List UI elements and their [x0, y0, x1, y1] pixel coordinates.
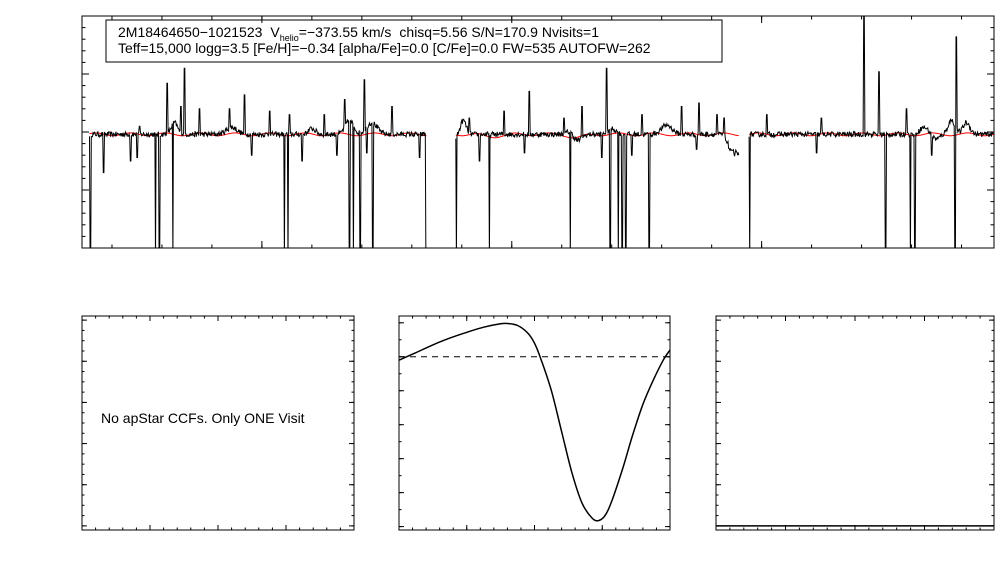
spectrum-info-vhelio-label: V	[270, 24, 280, 40]
spectrum-info-line2: Teff=15,000 logg=3.5 [Fe/H]=−0.34 [alpha…	[118, 40, 651, 56]
synthetic-ccf-panel	[398, 315, 671, 531]
spectrum-flux-line-detector-2	[455, 67, 740, 248]
synthetic-frame	[398, 315, 671, 531]
synthetic-ccf-line	[398, 322, 671, 522]
spectrum-info-vhelio-sub: helio	[280, 33, 299, 43]
difference-ccf-panel	[715, 315, 995, 531]
difference-frame	[715, 315, 995, 531]
spectrum-info-stats: chisq=5.56 S/N=170.9 Nvisits=1	[399, 24, 599, 40]
spectrum-info-vhelio-value: =−373.55 km/s	[299, 24, 392, 40]
spectrum-panel	[81, 15, 995, 249]
spectrum-flux-line-detector-1	[89, 67, 427, 248]
spectrum-info-star: 2M18464650−1021523	[118, 24, 263, 40]
apstar-ccf-panel	[81, 315, 355, 531]
spectrum-info-line1: 2M18464650−1021523 Vhelio=−373.55 km/s chi…	[118, 24, 599, 43]
spectrum-info-box-frame	[105, 19, 723, 63]
apstar-no-ccf-note: No apStar CCFs. Only ONE Visit	[101, 410, 305, 426]
spectrum-info-box: 2M18464650−1021523 Vhelio=−373.55 km/s chi…	[105, 19, 723, 63]
spectrum-flux-line-detector-3	[748, 16, 994, 248]
